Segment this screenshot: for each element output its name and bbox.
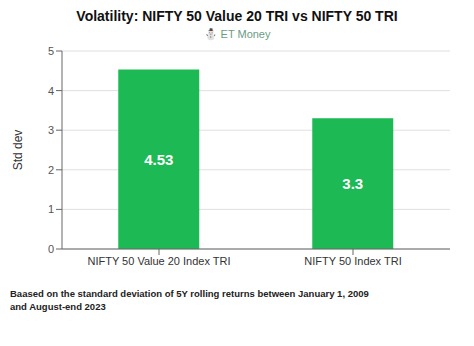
svg-text:3: 3 xyxy=(48,124,54,136)
svg-text:4: 4 xyxy=(48,85,54,97)
html-text:Volatility: NIFTY 50 Value 20: Volatility: NIFTY 50 Value 20 TRI vs NIF… xyxy=(76,8,398,24)
html-text:Baased on the standard deviati: Baased on the standard deviation of 5Y r… xyxy=(10,288,369,299)
svg-text:1: 1 xyxy=(48,203,54,215)
svg-text:3.3: 3.3 xyxy=(342,175,363,192)
html-text:and August-end 2023: and August-end 2023 xyxy=(10,301,106,312)
svg-text:Std dev: Std dev xyxy=(11,130,25,171)
svg-text:2: 2 xyxy=(48,164,54,176)
svg-text:NIFTY 50 Value 20 Index TRI: NIFTY 50 Value 20 Index TRI xyxy=(87,255,230,267)
html-text:⛄ ET Money: ⛄ ET Money xyxy=(203,28,271,40)
svg-text:0: 0 xyxy=(48,243,54,255)
svg-text:4.53: 4.53 xyxy=(144,151,173,168)
svg-text:5: 5 xyxy=(48,45,54,57)
svg-text:NIFTY 50 Index TRI: NIFTY 50 Index TRI xyxy=(304,255,401,267)
